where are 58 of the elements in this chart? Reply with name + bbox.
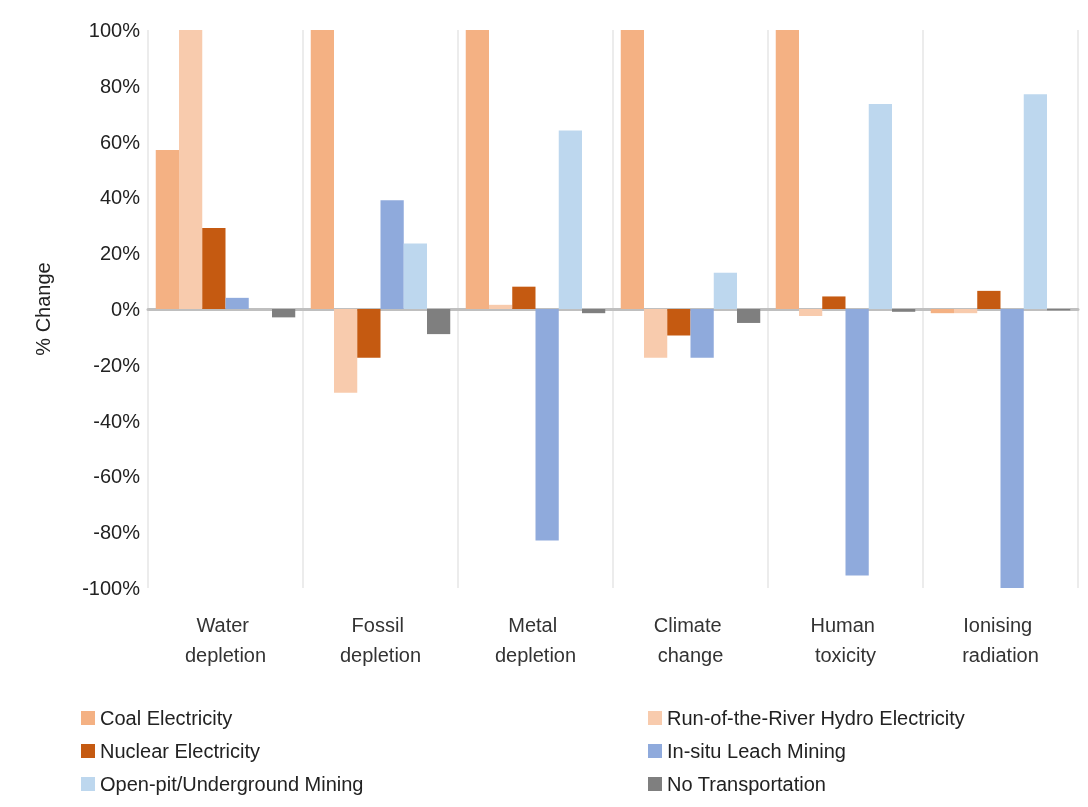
legend-label: Open-pit/Underground Mining: [100, 773, 364, 795]
bar: [1023, 94, 1047, 309]
bar: [892, 309, 916, 312]
bar: [155, 149, 179, 309]
y-tick-label: 0%: [111, 298, 141, 320]
x-tick-label: Human toxicity: [810, 614, 881, 666]
bar: [644, 309, 668, 358]
bar: [272, 309, 296, 318]
bar: [403, 243, 427, 309]
x-tick-label: Metal depletion: [494, 614, 577, 666]
bar: [775, 30, 799, 309]
y-axis-title: % Change: [32, 262, 54, 356]
bar: [179, 30, 203, 309]
legend-label: Nuclear Electricity: [100, 740, 261, 762]
bar: [868, 103, 892, 309]
x-tick-label: Climate change: [653, 614, 728, 666]
x-tick-label: Water depletion: [184, 614, 267, 666]
legend-label: Run-of-the-River Hydro Electricity: [667, 707, 965, 729]
bar: [512, 286, 536, 309]
legend-label: In-situ Leach Mining: [667, 740, 846, 762]
bar: [822, 296, 846, 309]
bar: [535, 309, 559, 541]
bar: [954, 309, 978, 314]
bar: [690, 309, 714, 358]
bar: [334, 309, 358, 393]
x-tick-label: Ionising radiation: [962, 614, 1039, 666]
bar: [225, 297, 249, 309]
bar: [930, 309, 954, 314]
bar: [357, 309, 381, 358]
y-tick-label: 20%: [99, 242, 141, 265]
bar: [667, 309, 691, 336]
bar: [1000, 309, 1024, 588]
bar: [380, 200, 404, 309]
bar: [799, 309, 823, 316]
bar: [845, 309, 869, 576]
y-tick-label: 40%: [99, 186, 141, 209]
y-tick-label: 60%: [99, 130, 141, 153]
bar: [558, 130, 582, 309]
bar: [310, 30, 334, 309]
bar: [202, 228, 226, 309]
bar: [489, 304, 513, 309]
y-tick-label: 80%: [99, 74, 141, 97]
legend-label: No Transportation: [667, 773, 826, 795]
bar: [977, 290, 1001, 309]
y-tick-label: 100%: [88, 19, 141, 41]
bar: [465, 30, 489, 309]
y-tick-label: -20%: [93, 353, 141, 376]
y-tick-label: -60%: [93, 465, 141, 488]
legend-label: Coal Electricity: [100, 707, 233, 729]
y-tick-label: -40%: [93, 409, 141, 432]
bar: [713, 272, 737, 309]
bar: [582, 309, 606, 314]
x-tick-label: Fossil depletion: [339, 614, 422, 666]
y-tick-label: -80%: [93, 521, 141, 544]
bar: [427, 309, 451, 335]
bar: [620, 30, 644, 309]
y-tick-label: -100%: [82, 577, 141, 599]
bar: [737, 309, 761, 323]
